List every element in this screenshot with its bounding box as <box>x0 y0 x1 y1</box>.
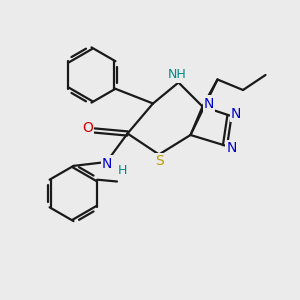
Text: N: N <box>226 142 237 155</box>
Text: N: N <box>231 107 241 121</box>
Text: N: N <box>102 157 112 170</box>
Text: O: O <box>82 121 93 134</box>
Text: NH: NH <box>168 68 186 82</box>
Text: N: N <box>204 97 214 110</box>
Text: S: S <box>154 154 164 168</box>
Text: H: H <box>117 164 127 177</box>
